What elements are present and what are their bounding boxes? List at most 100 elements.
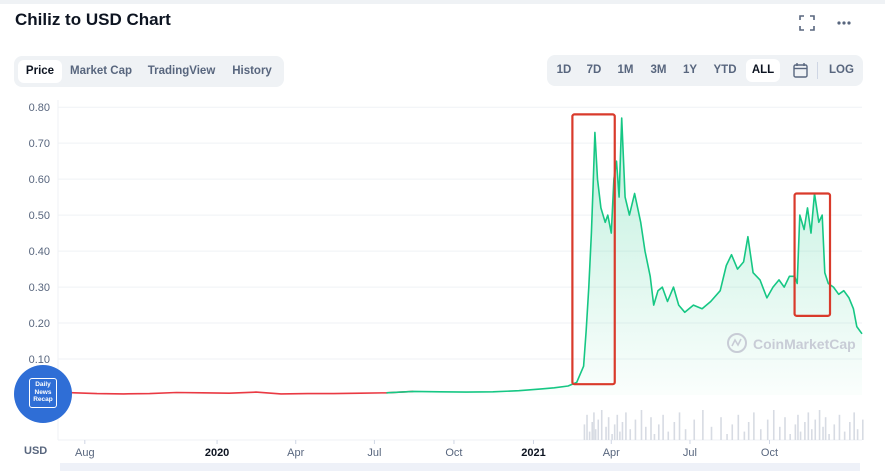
volume-bar bbox=[804, 422, 806, 440]
badge-line-2: News bbox=[34, 388, 52, 396]
volume-bar bbox=[662, 414, 664, 440]
volume-bar bbox=[629, 429, 632, 440]
volume-bar bbox=[673, 422, 676, 440]
log-scale-toggle[interactable]: LOG bbox=[829, 64, 854, 76]
fullscreen-icon[interactable] bbox=[797, 15, 817, 35]
volume-bar bbox=[789, 434, 791, 440]
volume-bar bbox=[593, 412, 595, 440]
volume-bar bbox=[667, 431, 670, 440]
x-tick-label: 2020 bbox=[205, 447, 229, 459]
volume-bar bbox=[726, 434, 728, 440]
volume-bar bbox=[607, 417, 610, 440]
volume-bar bbox=[797, 414, 799, 440]
volume-bar bbox=[619, 431, 621, 440]
x-tick-label: 2021 bbox=[521, 447, 545, 459]
volume-bar bbox=[640, 410, 643, 440]
volume-bar bbox=[611, 434, 613, 440]
y-tick-label: 0.40 bbox=[29, 246, 50, 258]
volume-bar bbox=[594, 429, 597, 440]
calendar-icon[interactable] bbox=[788, 59, 812, 82]
currency-label: USD bbox=[24, 445, 48, 457]
volume-bar bbox=[653, 434, 656, 440]
range-divider bbox=[817, 62, 818, 79]
coinmarketcap-watermark: CoinMarketCap bbox=[753, 336, 856, 352]
volume-bar bbox=[684, 429, 687, 440]
volume-bar bbox=[824, 417, 827, 440]
y-tick-label: 0.20 bbox=[29, 318, 50, 330]
tab-history[interactable]: History bbox=[232, 65, 272, 77]
volume-bar bbox=[743, 431, 746, 440]
volume-bar bbox=[702, 410, 704, 440]
x-tick-label: Apr bbox=[287, 447, 304, 459]
volume-bar bbox=[613, 424, 616, 440]
volume-bar bbox=[710, 426, 713, 440]
daily-news-recap-badge[interactable]: Daily News Recap bbox=[14, 365, 72, 423]
volume-bar bbox=[856, 429, 859, 440]
range-ytd[interactable]: YTD bbox=[713, 64, 737, 76]
volume-bar bbox=[678, 412, 681, 440]
price-area bbox=[58, 118, 862, 395]
volume-bar bbox=[605, 426, 607, 440]
y-tick-label: 0.10 bbox=[29, 354, 50, 366]
y-tick-label: 0.80 bbox=[29, 102, 50, 114]
price-line-down bbox=[57, 390, 414, 395]
y-tick-label: 0.50 bbox=[29, 210, 50, 222]
volume-bar bbox=[747, 422, 750, 440]
tab-tradingview[interactable]: TradingView bbox=[147, 65, 216, 77]
volume-bar bbox=[625, 412, 627, 440]
volume-bar bbox=[650, 417, 652, 440]
volume-bar bbox=[759, 429, 762, 440]
volume-bar bbox=[621, 422, 624, 440]
volume-bar bbox=[784, 417, 786, 440]
volume-bar bbox=[693, 419, 696, 440]
volume-bar bbox=[843, 431, 846, 440]
volume-bar bbox=[853, 412, 855, 440]
volume-bar bbox=[616, 414, 619, 440]
time-range-selector: 1D 7D 1M 3M 1Y YTD ALL LOG bbox=[547, 55, 863, 86]
range-1d[interactable]: 1D bbox=[556, 64, 572, 76]
range-3m[interactable]: 3M bbox=[650, 64, 667, 76]
chart-type-tabs: Price Market Cap TradingView History bbox=[14, 56, 284, 87]
volume-bar bbox=[737, 414, 740, 440]
annotation-box-1 bbox=[571, 113, 616, 386]
range-all[interactable]: ALL bbox=[746, 59, 780, 82]
volume-bar bbox=[810, 429, 813, 440]
volume-bar bbox=[600, 410, 603, 440]
y-tick-label: 0.30 bbox=[29, 282, 50, 294]
volume-bar bbox=[862, 419, 864, 440]
annotation-box-2 bbox=[793, 192, 832, 317]
volume-bar bbox=[799, 431, 802, 440]
top-border bbox=[0, 0, 885, 4]
tab-market-cap[interactable]: Market Cap bbox=[70, 65, 132, 77]
range-1m[interactable]: 1M bbox=[617, 64, 634, 76]
volume-bar bbox=[807, 412, 810, 440]
volume-bar bbox=[634, 419, 637, 440]
volume-bar bbox=[822, 426, 824, 440]
volume-bar bbox=[833, 424, 836, 440]
volume-bar bbox=[838, 414, 841, 440]
y-tick-label: 0.70 bbox=[29, 138, 50, 150]
volume-bar bbox=[586, 414, 588, 440]
volume-bar bbox=[657, 424, 660, 440]
badge-label: Daily News Recap bbox=[29, 378, 57, 408]
range-scrollbar[interactable] bbox=[60, 463, 860, 471]
volume-bar bbox=[828, 434, 830, 440]
coinmarketcap-logo-icon bbox=[727, 333, 747, 353]
price-line-up bbox=[386, 117, 863, 394]
volume-bar bbox=[849, 422, 851, 440]
volume-bar bbox=[779, 426, 781, 440]
volume-bar bbox=[583, 424, 586, 440]
volume-bar bbox=[591, 422, 594, 440]
volume-bar bbox=[794, 424, 797, 440]
range-1y[interactable]: 1Y bbox=[682, 64, 698, 76]
x-tick-label: Aug bbox=[75, 447, 95, 459]
x-tick-label: Oct bbox=[761, 447, 778, 459]
y-tick-label: 0.60 bbox=[29, 174, 50, 186]
more-icon[interactable] bbox=[834, 15, 854, 35]
tab-price[interactable]: Price bbox=[18, 60, 62, 83]
volume-bar bbox=[645, 426, 647, 440]
volume-bar bbox=[753, 412, 755, 440]
range-7d[interactable]: 7D bbox=[586, 64, 602, 76]
volume-bar bbox=[766, 419, 769, 440]
